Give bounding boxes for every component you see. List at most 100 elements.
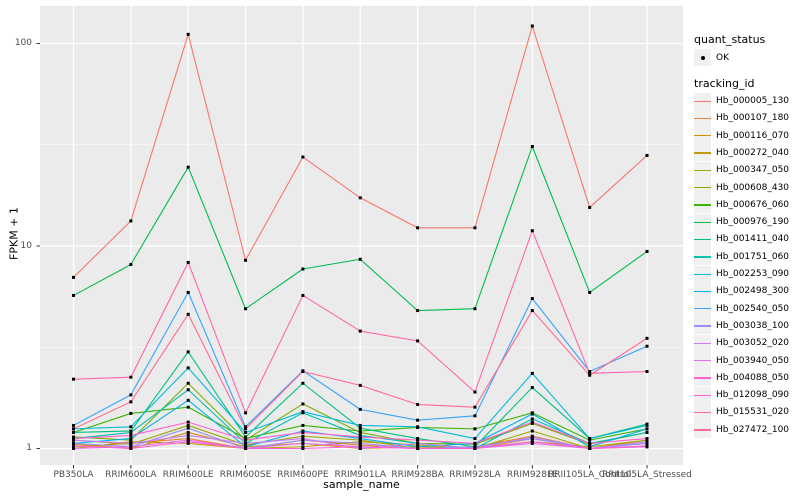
legend-key-box — [694, 265, 711, 283]
panel-background — [40, 6, 683, 465]
point-marker — [72, 293, 75, 297]
point-marker — [473, 307, 477, 311]
point-marker — [358, 383, 362, 387]
point-marker — [645, 344, 649, 348]
legend-item-Hb_000976_190: Hb_000976_190 — [694, 213, 789, 231]
point-marker — [473, 437, 477, 441]
line-swatch-icon — [694, 308, 711, 310]
x-tick-label: RRIM928LE — [506, 470, 558, 480]
x-tick-label: RRIM901LA — [334, 470, 386, 480]
legend-title-tracking-id: tracking_id — [694, 77, 755, 90]
legend-key-box — [694, 196, 711, 214]
line-swatch-icon — [694, 256, 711, 258]
point-marker — [530, 24, 534, 28]
point-marker — [358, 433, 362, 437]
point-marker — [588, 447, 592, 450]
legend-key-box — [694, 403, 711, 421]
point-marker — [301, 430, 305, 434]
point-marker — [301, 441, 305, 445]
point-marker — [129, 375, 133, 379]
point-marker — [473, 390, 477, 394]
point-marker — [186, 440, 190, 444]
point-marker — [530, 417, 534, 421]
point-marker — [129, 433, 133, 437]
line-swatch-icon — [694, 325, 711, 327]
legend-item-label: Hb_000272_040 — [716, 147, 790, 158]
point-marker — [358, 407, 362, 411]
point-marker — [186, 426, 190, 430]
point-marker — [416, 309, 420, 313]
legend-key-box — [694, 300, 711, 318]
point-marker — [301, 438, 305, 442]
point-marker — [416, 226, 420, 230]
legend-item-Hb_015531_020: Hb_015531_020 — [694, 403, 789, 421]
point-marker — [72, 275, 75, 279]
legend-item-label: Hb_001751_060 — [716, 251, 790, 262]
point-marker — [358, 438, 362, 442]
legend-item-Hb_002253_090: Hb_002253_090 — [694, 265, 790, 283]
point-marker — [473, 447, 477, 450]
point-marker — [358, 423, 362, 427]
point-marker — [358, 445, 362, 449]
point-marker — [72, 430, 75, 434]
point-marker — [244, 447, 248, 450]
legend-item-Hb_002540_050: Hb_002540_050 — [694, 300, 789, 318]
point-marker — [186, 388, 190, 392]
line-swatch-icon — [694, 360, 711, 362]
point-marker — [129, 263, 133, 267]
point-marker — [186, 381, 190, 385]
point-marker — [301, 434, 305, 438]
point-markers — [72, 24, 649, 450]
point-marker — [358, 447, 362, 450]
point-marker — [129, 425, 133, 429]
line-swatch-icon — [694, 394, 711, 396]
point-marker — [186, 32, 190, 36]
legend-item-Hb_002498_300: Hb_002498_300 — [694, 282, 789, 300]
point-marker — [186, 438, 190, 442]
point-marker — [72, 427, 75, 431]
point-marker — [244, 427, 248, 431]
x-tick-label: RRIM600LE — [162, 470, 214, 480]
legend-item-label: Hb_003052_020 — [716, 338, 790, 349]
point-marker — [301, 423, 305, 427]
point-marker — [530, 441, 534, 445]
point-marker — [186, 290, 190, 294]
point-marker — [244, 435, 248, 439]
x-tick-label: RRIM928BA — [391, 470, 444, 480]
point-marker — [588, 371, 592, 375]
legend-item-label: Hb_003940_050 — [716, 355, 790, 366]
point-marker — [72, 377, 75, 381]
point-marker — [645, 430, 649, 434]
point-marker — [358, 443, 362, 447]
line-swatch-icon — [694, 342, 711, 345]
point-marker — [645, 440, 649, 444]
legend-item-Hb_027472_100: Hb_027472_100 — [694, 421, 789, 439]
point-marker — [358, 329, 362, 333]
point-marker — [72, 423, 75, 427]
point-marker — [645, 249, 649, 253]
point-marker — [588, 445, 592, 449]
y-tick-label: 1 — [26, 443, 32, 453]
point-marker — [358, 440, 362, 444]
point-marker — [645, 153, 649, 157]
legend-item-label: Hb_000676_060 — [716, 199, 790, 210]
point-marker — [358, 426, 362, 430]
point-marker — [358, 435, 362, 439]
point-marker — [416, 402, 420, 406]
point-marker — [645, 444, 649, 448]
point-marker — [301, 267, 305, 271]
line-swatch-icon — [694, 238, 711, 241]
point-marker — [129, 219, 133, 223]
point-marker — [645, 370, 649, 374]
legend-key-box — [694, 369, 711, 387]
point-marker — [358, 196, 362, 200]
legend-item-label: OK — [716, 52, 729, 63]
line-swatch-icon — [694, 411, 711, 414]
legend-item-label: Hb_000107_180 — [716, 113, 790, 124]
point-marker — [530, 420, 534, 424]
point-marker — [416, 418, 420, 422]
point-marker — [129, 430, 133, 434]
legend-item-label: Hb_004088_050 — [716, 372, 790, 383]
legend-item-label: Hb_002253_090 — [716, 269, 790, 279]
point-marker — [416, 438, 420, 442]
